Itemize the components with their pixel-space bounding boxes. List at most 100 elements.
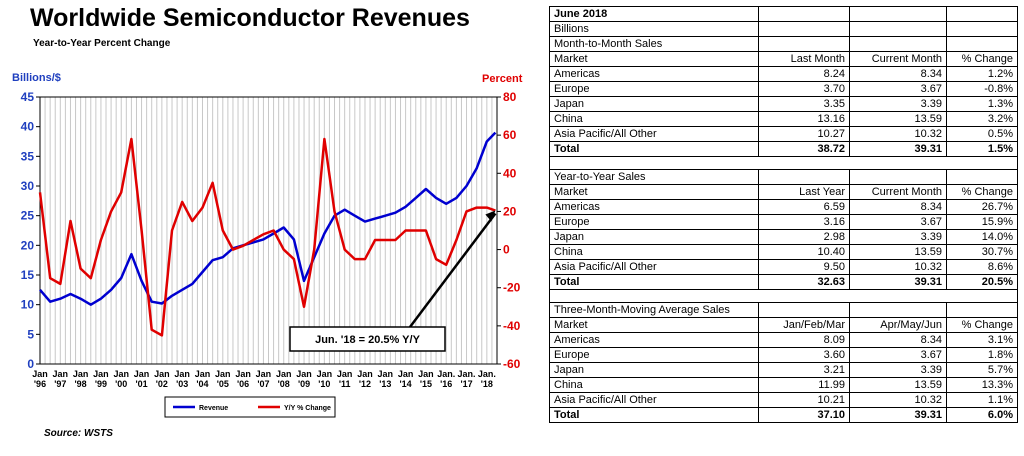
column-header-row: Market Last Month Current Month% Change [549, 51, 1018, 67]
table-cell: Japan [549, 362, 759, 378]
x-tick-label-top: Jan [256, 369, 272, 379]
table-cell: 8.34 [849, 332, 947, 348]
table-cell: 39.31 [849, 141, 947, 157]
table-cell: 5.7% [946, 362, 1018, 378]
chart-source: Source: WSTS [44, 428, 113, 439]
table-cell: Japan [549, 96, 759, 112]
x-tick-label-bottom: '96 [34, 379, 46, 389]
x-tick-label-top: Jan [134, 369, 150, 379]
x-tick-label-bottom: '05 [217, 379, 229, 389]
x-tick-label-top: Jan [195, 369, 211, 379]
table-cell: 9.50 [758, 259, 850, 275]
table-cell [849, 302, 947, 318]
table-cell: 8.34 [849, 66, 947, 82]
table-header-row: June 2018 [549, 6, 1018, 22]
x-tick-label-bottom: '04 [196, 379, 208, 389]
table-cell: 39.31 [849, 407, 947, 423]
x-tick-label-bottom: '00 [115, 379, 127, 389]
left-tick-label: 25 [21, 209, 35, 223]
left-tick-label: 45 [21, 90, 35, 104]
table-cell: 14.0% [946, 229, 1018, 245]
x-tick-label-bottom: '03 [176, 379, 188, 389]
chart-title: Worldwide Semiconductor Revenues [30, 4, 470, 32]
table-cell: 3.67 [849, 81, 947, 97]
x-tick-label-top: Jan. [458, 369, 476, 379]
left-tick-label: 20 [21, 238, 35, 252]
table-cell: Market [549, 317, 759, 333]
table-row: Europe 3.70 3.67 -0.8% [549, 81, 1018, 97]
table-cell [849, 36, 947, 52]
table-cell: % Change [946, 317, 1018, 333]
table-cell: 1.8% [946, 347, 1018, 363]
table-cell: Europe [549, 81, 759, 97]
left-tick-label: 40 [21, 120, 35, 134]
table-unit-row: Billions [549, 21, 1018, 37]
table-cell: 3.67 [849, 214, 947, 230]
table-row: Asia Pacific/All Other 9.50 10.32 8.6% [549, 259, 1018, 275]
x-tick-label-bottom: '12 [359, 379, 371, 389]
table-cell: % Change [946, 184, 1018, 200]
x-tick-label-top: Jan [215, 369, 231, 379]
table-cell: Asia Pacific/All Other [549, 259, 759, 275]
x-tick-label-top: Jan [398, 369, 414, 379]
table-cell: 3.39 [849, 96, 947, 112]
table-cell: Total [549, 274, 759, 290]
table-cell: 10.32 [849, 259, 947, 275]
right-tick-label: 0 [503, 243, 510, 257]
x-tick-label-top: Jan [276, 369, 292, 379]
total-row: Total 38.72 39.31 1.5% [549, 141, 1018, 157]
table-cell [549, 156, 1018, 170]
x-tick-label-top: Jan [73, 369, 89, 379]
table-row: Japan 3.21 3.39 5.7% [549, 362, 1018, 378]
x-tick-label-top: Jan [317, 369, 333, 379]
table-cell: Jan/Feb/Mar [758, 317, 850, 333]
section-title-row: Three-Month-Moving Average Sales [549, 302, 1018, 318]
table-cell: 13.16 [758, 111, 850, 127]
table-cell: 10.32 [849, 126, 947, 142]
table-cell: 13.3% [946, 377, 1018, 393]
table-row: Japan 2.98 3.39 14.0% [549, 229, 1018, 245]
table-cell: Americas [549, 66, 759, 82]
table-cell [946, 36, 1018, 52]
right-tick-label: -60 [503, 357, 521, 371]
section-title-row: Month-to-Month Sales [549, 36, 1018, 52]
legend-label: Y/Y % Change [284, 405, 331, 412]
table-cell: 13.59 [849, 111, 947, 127]
table-cell: Total [549, 141, 759, 157]
table-cell: Last Month [758, 51, 850, 67]
table-cell: 1.5% [946, 141, 1018, 157]
series-line-y-y-change [38, 137, 496, 337]
column-header-row: Market Jan/Feb/Mar Apr/May/Jun% Change [549, 317, 1018, 333]
x-tick-label-bottom: '09 [298, 379, 310, 389]
table-cell [758, 302, 850, 318]
table-cell: 2.98 [758, 229, 850, 245]
legend-label: Revenue [199, 405, 228, 412]
table-cell: China [549, 244, 759, 260]
table-cell: Three-Month-Moving Average Sales [549, 302, 759, 318]
x-tick-label-bottom: '97 [54, 379, 66, 389]
x-tick-label-bottom: '18 [481, 379, 493, 389]
table-cell [946, 302, 1018, 318]
table-cell: Billions [549, 21, 759, 37]
table-cell: 38.72 [758, 141, 850, 157]
total-row: Total 32.63 39.31 20.5% [549, 274, 1018, 290]
table-row: China 13.16 13.59 3.2% [549, 111, 1018, 127]
table-cell [946, 169, 1018, 185]
x-tick-label-bottom: '13 [379, 379, 391, 389]
left-tick-label: 15 [21, 268, 35, 282]
table-cell: Japan [549, 229, 759, 245]
table-cell: 3.67 [849, 347, 947, 363]
x-tick-label-top: Jan. [478, 369, 496, 379]
table-row: Americas 8.09 8.34 3.1% [549, 332, 1018, 348]
right-tick-label: 60 [503, 128, 517, 142]
x-tick-label-top: Jan [296, 369, 312, 379]
table-cell: 3.21 [758, 362, 850, 378]
plot-frame [39, 96, 498, 365]
x-tick-label-top: Jan [93, 369, 109, 379]
left-tick-label: 30 [21, 179, 35, 193]
table-cell [849, 6, 947, 22]
table-cell: China [549, 377, 759, 393]
table-cell [849, 169, 947, 185]
table-cell [946, 21, 1018, 37]
x-tick-label-top: Jan [235, 369, 251, 379]
